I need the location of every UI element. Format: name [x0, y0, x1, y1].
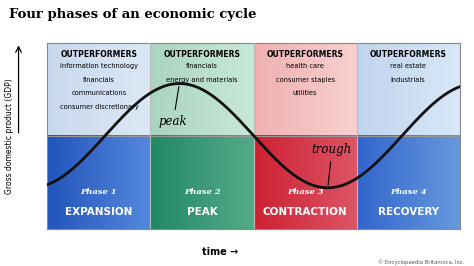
Text: Phase 3: Phase 3 [287, 188, 323, 196]
Text: energy and materials: energy and materials [166, 77, 238, 83]
Text: information technology: information technology [60, 63, 138, 69]
Text: real estate: real estate [390, 63, 426, 69]
Text: peak: peak [159, 86, 188, 128]
Text: OUTPERFORMERS: OUTPERFORMERS [61, 50, 137, 59]
Text: EXPANSION: EXPANSION [65, 207, 133, 217]
Text: OUTPERFORMERS: OUTPERFORMERS [267, 50, 344, 59]
Text: PEAK: PEAK [187, 207, 218, 217]
Text: Phase 4: Phase 4 [390, 188, 427, 196]
Text: communications: communications [72, 90, 127, 96]
Text: utilities: utilities [293, 90, 318, 96]
Text: consumer discretionary: consumer discretionary [60, 104, 138, 110]
Text: Gross domestic product (GDP): Gross domestic product (GDP) [5, 78, 14, 194]
Text: health care: health care [286, 63, 324, 69]
Text: OUTPERFORMERS: OUTPERFORMERS [164, 50, 240, 59]
Text: industrials: industrials [391, 77, 426, 83]
Text: trough: trough [312, 143, 352, 185]
Text: OUTPERFORMERS: OUTPERFORMERS [370, 50, 447, 59]
Text: © Encyclopaedia Britannica, Inc.: © Encyclopaedia Britannica, Inc. [378, 259, 465, 265]
Text: Phase 1: Phase 1 [81, 188, 117, 196]
Text: financials: financials [83, 77, 115, 83]
Text: RECOVERY: RECOVERY [378, 207, 439, 217]
Text: CONTRACTION: CONTRACTION [263, 207, 347, 217]
Text: time →: time → [202, 247, 239, 257]
Text: Phase 2: Phase 2 [184, 188, 220, 196]
Text: consumer staples: consumer staples [275, 77, 335, 83]
Text: financials: financials [186, 63, 218, 69]
Text: Four phases of an economic cycle: Four phases of an economic cycle [9, 8, 257, 21]
